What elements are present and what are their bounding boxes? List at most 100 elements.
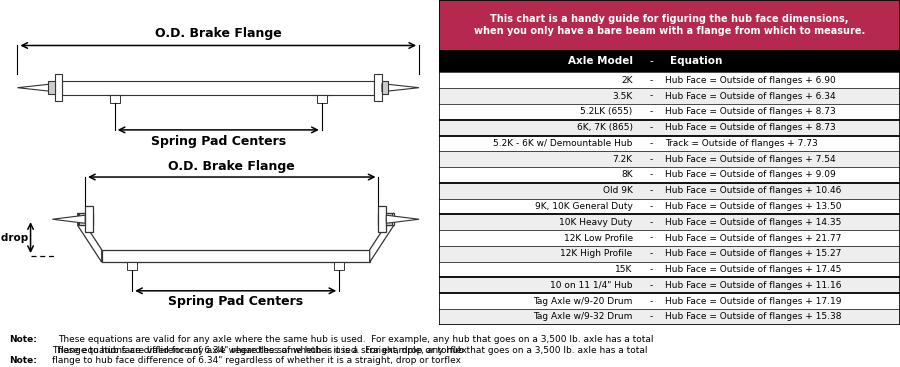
Text: Hub Face = Outside of flanges + 17.45: Hub Face = Outside of flanges + 17.45 — [665, 265, 842, 274]
Bar — [439, 262, 900, 277]
Text: 2K: 2K — [621, 76, 633, 85]
Text: -: - — [650, 123, 652, 132]
Bar — [439, 151, 900, 167]
Text: -: - — [650, 233, 652, 243]
Bar — [439, 104, 900, 120]
Bar — [439, 277, 900, 293]
Text: -: - — [650, 76, 652, 85]
Bar — [439, 230, 900, 246]
Bar — [439, 199, 900, 214]
Bar — [439, 50, 900, 72]
Bar — [439, 309, 900, 325]
Text: This chart is a handy guide for figuring the hub face dimensions,
when you only : This chart is a handy guide for figuring… — [474, 14, 865, 36]
Text: Hub Face = Outside of flanges + 14.35: Hub Face = Outside of flanges + 14.35 — [665, 218, 842, 227]
Bar — [55, 75, 62, 101]
Bar — [317, 95, 327, 103]
Text: -: - — [650, 218, 652, 227]
Text: Hub Face = Outside of flanges + 7.54: Hub Face = Outside of flanges + 7.54 — [665, 155, 835, 164]
Text: Hub Face = Outside of flanges + 21.77: Hub Face = Outside of flanges + 21.77 — [665, 233, 842, 243]
Polygon shape — [52, 215, 86, 223]
Bar — [439, 246, 900, 262]
Bar — [335, 262, 344, 270]
Bar — [439, 135, 900, 151]
Text: 12K High Profile: 12K High Profile — [561, 249, 633, 258]
Bar — [439, 120, 900, 135]
Bar — [439, 293, 900, 309]
Text: Hub Face = Outside of flanges + 6.34: Hub Face = Outside of flanges + 6.34 — [665, 92, 835, 101]
Bar — [439, 167, 900, 183]
Text: Hub Face = Outside of flanges + 6.90: Hub Face = Outside of flanges + 6.90 — [665, 76, 836, 85]
Text: 4" or 6" drop: 4" or 6" drop — [0, 233, 29, 243]
Text: Hub Face = Outside of flanges + 9.09: Hub Face = Outside of flanges + 9.09 — [665, 170, 836, 179]
Text: 12K Low Profile: 12K Low Profile — [563, 233, 633, 243]
Text: 15K: 15K — [616, 265, 633, 274]
Polygon shape — [370, 213, 393, 262]
Bar — [77, 213, 93, 225]
Text: Note:: Note: — [9, 335, 37, 344]
Text: -: - — [650, 312, 652, 321]
Text: O.D. Brake Flange: O.D. Brake Flange — [168, 160, 295, 172]
Polygon shape — [386, 215, 419, 223]
Bar — [62, 81, 374, 95]
Text: Track = Outside of flanges + 7.73: Track = Outside of flanges + 7.73 — [665, 139, 818, 148]
Bar — [439, 0, 900, 50]
Text: Hub Face = Outside of flanges + 15.38: Hub Face = Outside of flanges + 15.38 — [665, 312, 842, 321]
Text: 3.5K: 3.5K — [613, 92, 633, 101]
Polygon shape — [77, 213, 102, 262]
Text: 5.2LK (655): 5.2LK (655) — [580, 108, 633, 116]
Bar — [110, 95, 120, 103]
Text: Note:: Note: — [9, 356, 37, 365]
Text: -: - — [650, 297, 652, 306]
Text: -: - — [650, 281, 652, 290]
Text: Hub Face = Outside of flanges + 13.50: Hub Face = Outside of flanges + 13.50 — [665, 202, 842, 211]
Text: -: - — [650, 108, 652, 116]
Polygon shape — [17, 84, 55, 92]
Text: 10 on 11 1/4" Hub: 10 on 11 1/4" Hub — [550, 281, 633, 290]
Bar — [86, 206, 93, 232]
Text: -: - — [650, 265, 652, 274]
Text: Tag Axle w/9-20 Drum: Tag Axle w/9-20 Drum — [534, 297, 633, 306]
Bar — [48, 81, 55, 94]
Bar — [439, 88, 900, 104]
Text: 5.2K - 6K w/ Demountable Hub: 5.2K - 6K w/ Demountable Hub — [493, 139, 633, 148]
Text: 10K Heavy Duty: 10K Heavy Duty — [560, 218, 633, 227]
Text: -: - — [650, 170, 652, 179]
Text: Hub Face = Outside of flanges + 8.73: Hub Face = Outside of flanges + 8.73 — [665, 123, 836, 132]
Text: -: - — [650, 155, 652, 164]
Text: Hub Face = Outside of flanges + 15.27: Hub Face = Outside of flanges + 15.27 — [665, 249, 842, 258]
Text: Equation: Equation — [670, 57, 722, 66]
Text: -: - — [650, 186, 652, 195]
Text: -: - — [650, 139, 652, 148]
Bar — [378, 213, 393, 225]
Bar — [439, 183, 900, 199]
Text: These equations are valid for any axle where the same hub is used.  For example,: These equations are valid for any axle w… — [58, 335, 654, 355]
Bar — [102, 250, 370, 262]
Bar — [439, 72, 900, 88]
Text: -: - — [650, 202, 652, 211]
Text: Hub Face = Outside of flanges + 10.46: Hub Face = Outside of flanges + 10.46 — [665, 186, 842, 195]
Bar — [374, 75, 382, 101]
Text: -: - — [650, 249, 652, 258]
Text: Old 9K: Old 9K — [603, 186, 633, 195]
Text: Axle Model: Axle Model — [568, 57, 633, 66]
Polygon shape — [382, 84, 419, 92]
Text: Tag Axle w/9-32 Drum: Tag Axle w/9-32 Drum — [534, 312, 633, 321]
Text: -: - — [650, 92, 652, 101]
Bar — [79, 213, 86, 225]
Text: Spring Pad Centers: Spring Pad Centers — [150, 135, 286, 148]
Text: 8K: 8K — [621, 170, 633, 179]
Text: Hub Face = Outside of flanges + 11.16: Hub Face = Outside of flanges + 11.16 — [665, 281, 842, 290]
Text: -: - — [649, 57, 653, 66]
Text: 7.2K: 7.2K — [613, 155, 633, 164]
Text: 6K, 7K (865): 6K, 7K (865) — [577, 123, 633, 132]
Text: These equations are valid for any axle where the same hub is used.  For example,: These equations are valid for any axle w… — [52, 346, 648, 365]
Text: Hub Face = Outside of flanges + 17.19: Hub Face = Outside of flanges + 17.19 — [665, 297, 842, 306]
Bar — [439, 214, 900, 230]
Text: Hub Face = Outside of flanges + 8.73: Hub Face = Outside of flanges + 8.73 — [665, 108, 836, 116]
Bar — [382, 81, 389, 94]
Text: Spring Pad Centers: Spring Pad Centers — [168, 295, 303, 308]
Bar — [378, 206, 386, 232]
Text: 9K, 10K General Duty: 9K, 10K General Duty — [535, 202, 633, 211]
Bar — [386, 213, 392, 225]
Text: O.D. Brake Flange: O.D. Brake Flange — [155, 27, 282, 40]
